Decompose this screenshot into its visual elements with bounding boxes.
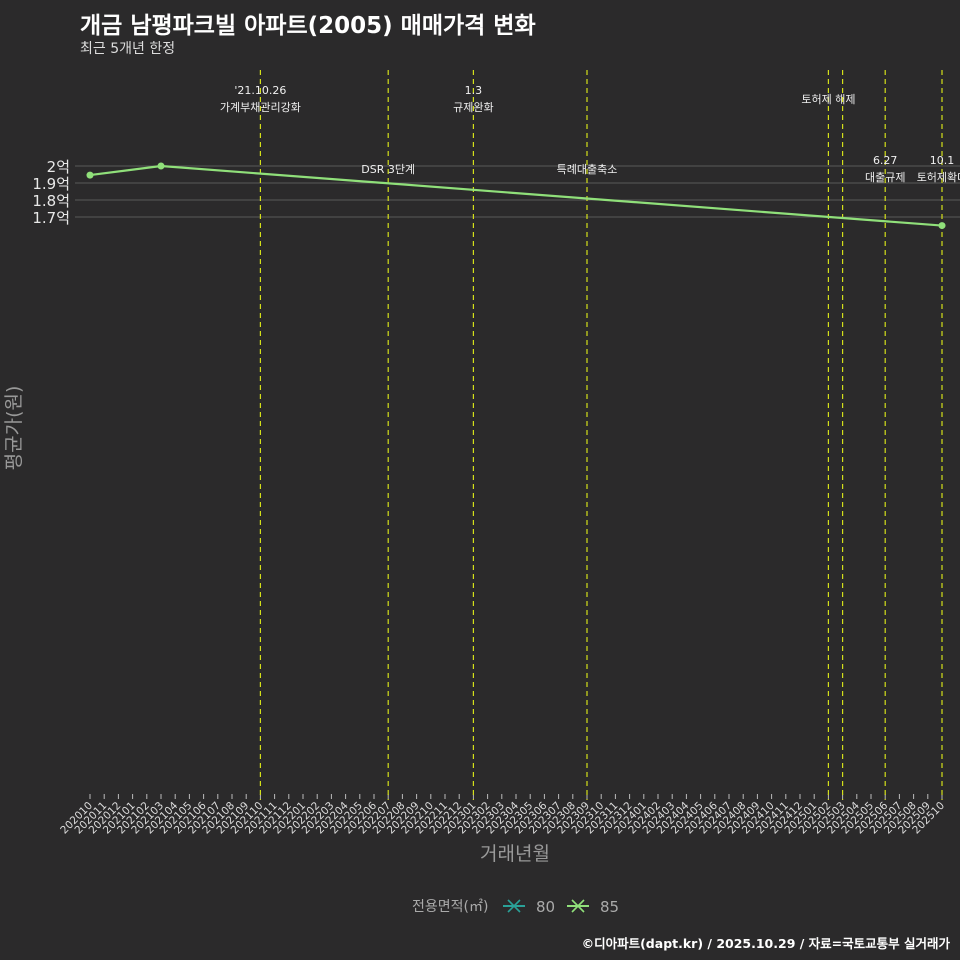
event-label: 10.1 bbox=[930, 154, 955, 167]
event-label: 가계부채관리강화 bbox=[220, 101, 301, 114]
legend-title: 전용면적(㎡) bbox=[412, 899, 488, 915]
chart-title: 개금 남평파크빌 아파트(2005) 매매가격 변화 bbox=[80, 13, 536, 39]
event-label: 규제완화 bbox=[453, 101, 493, 114]
x-axis-title: 거래년월 bbox=[480, 843, 550, 865]
y-axis-title: 평균가(원) bbox=[3, 386, 25, 471]
y-tick-label: 1.8억 bbox=[32, 192, 70, 210]
legend-label: 85 bbox=[600, 898, 619, 916]
y-tick-label: 2억 bbox=[47, 158, 70, 176]
data-point bbox=[157, 162, 165, 170]
legend-key-x-icon bbox=[571, 899, 585, 913]
chart-subtitle: 최근 5개년 한정 bbox=[80, 41, 176, 57]
event-label: 대출규제 bbox=[865, 171, 905, 184]
legend-label: 80 bbox=[536, 898, 555, 916]
event-label: 특례대출축소 bbox=[557, 163, 618, 176]
source-caption: ©디아파트(dapt.kr) / 2025.10.29 / 자료=국토교통부 실… bbox=[581, 936, 950, 951]
legend-key-x-icon bbox=[507, 899, 521, 913]
data-point bbox=[938, 222, 946, 230]
y-tick-label: 1.7억 bbox=[32, 209, 70, 227]
event-label: 1.3 bbox=[465, 84, 483, 97]
data-point bbox=[86, 171, 94, 179]
event-label: '21.10.26 bbox=[234, 84, 286, 97]
event-label: 토허제확대 bbox=[917, 171, 960, 184]
event-label: 6.27 bbox=[873, 154, 898, 167]
event-label: DSR 3단계 bbox=[361, 163, 415, 176]
y-tick-label: 1.9억 bbox=[32, 175, 70, 193]
event-label: 토허제 해제 bbox=[801, 92, 855, 106]
